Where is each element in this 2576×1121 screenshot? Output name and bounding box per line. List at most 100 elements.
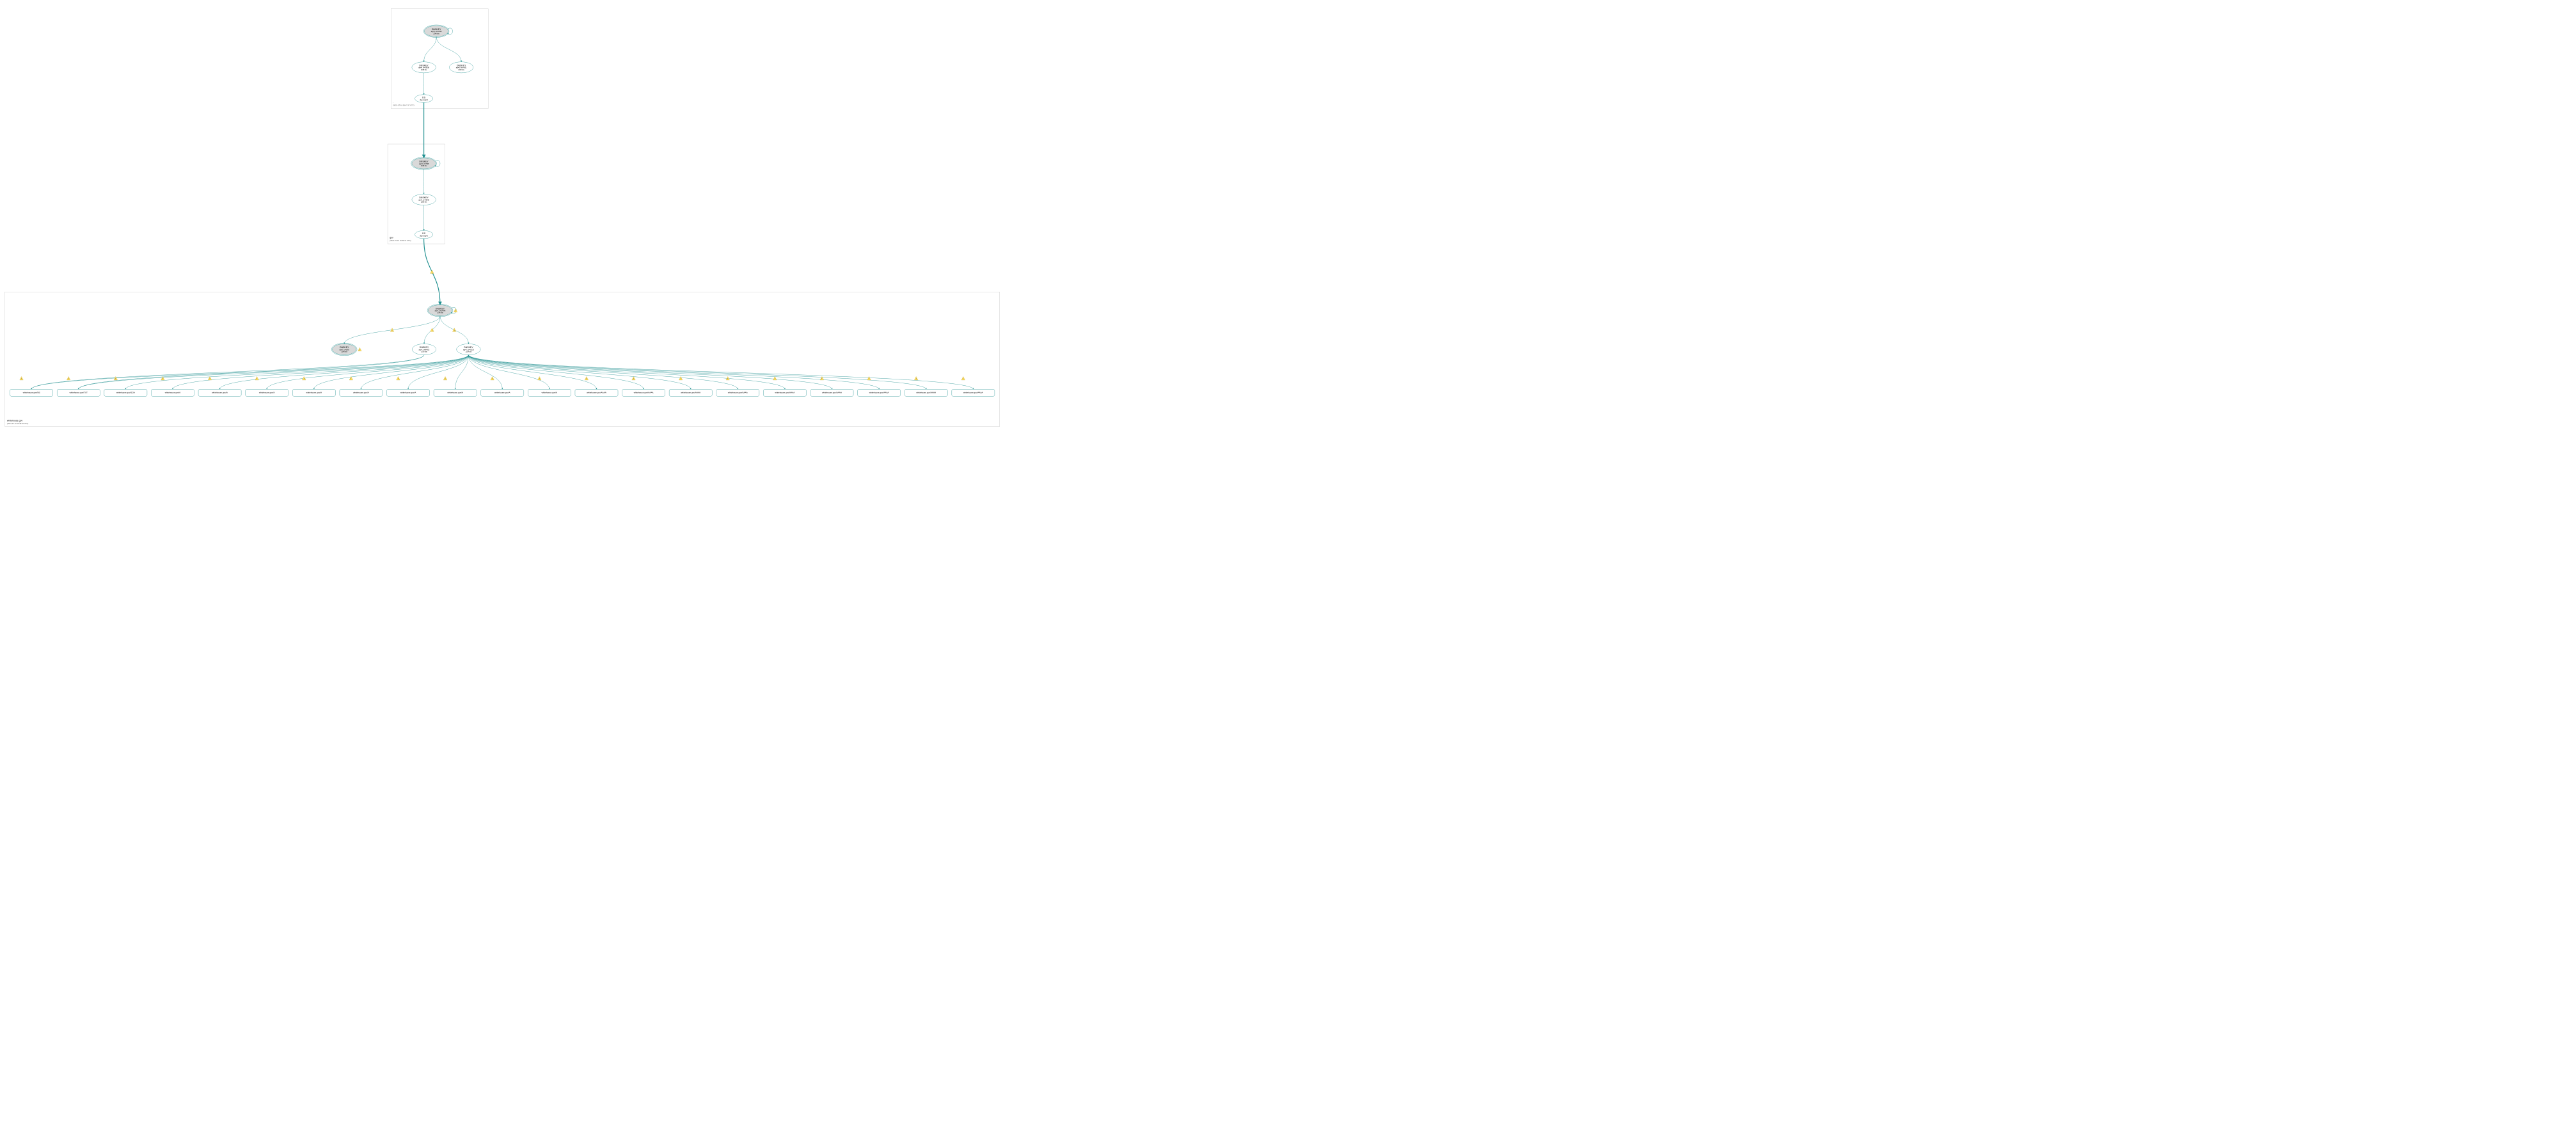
leaf-l16: whitehouse.gov/AAAA [763, 389, 806, 396]
node-sub: alg=8, id=14631 [456, 68, 467, 69]
zone-sublabel-gov: (2021-07-10 10:39:12 UTC) [390, 239, 411, 242]
edge-wh_zsk2-l6 [314, 355, 469, 390]
node-sub: alg=7, id=64602 [419, 349, 430, 351]
zone-box-root [391, 9, 488, 109]
node-wh_ksk2: DNSKEYalg=7, id=30932048 bits [331, 343, 357, 355]
zone-label-gov: gov [390, 236, 393, 239]
node-gov_zsk: DNSKEYalg=8, id=484981280 bits [412, 194, 436, 205]
node-gov_ds: DSdigest alg=2 [415, 230, 433, 238]
leaf-label: whitehouse.gov/A [400, 392, 416, 394]
leaf-label: whitehouse.gov/AAAA [681, 392, 701, 394]
node-title: DNSKEY [457, 64, 466, 67]
edge-root_ksk-root_zsk2 [436, 36, 461, 61]
leaf-label: whitehouse.gov/A [494, 392, 510, 394]
node-title: DNSKEY [419, 161, 429, 163]
leaf-label: whitehouse.gov/TXT [70, 392, 88, 394]
leaf-l6: whitehouse.gov/A [292, 389, 335, 396]
node-sub: alg=7, id=43133 [463, 349, 474, 351]
zone-box-wh [5, 292, 1000, 427]
leaf-l9: whitehouse.gov/A [434, 389, 477, 396]
node-wh_ksk: DNSKEYalg=7, id=248482048 bits [427, 304, 456, 316]
leaf-l5: whitehouse.gov/A [246, 389, 288, 396]
node-sub: alg=7, id=24848 [435, 311, 446, 312]
leaf-l18: whitehouse.gov/AAAA [858, 389, 901, 396]
leaves-layer: whitehouse.gov/NS whitehouse.gov/TXT white… [10, 389, 995, 396]
leaf-label: whitehouse.gov/AAAA [916, 392, 936, 394]
leaf-label: whitehouse.gov/A [165, 392, 181, 394]
leaf-l13: whitehouse.gov/AAAA [622, 389, 665, 396]
leaf-l12: whitehouse.gov/AAAA [575, 389, 618, 396]
leaf-label: whitehouse.gov/SOA [116, 392, 136, 394]
leaf-label: whitehouse.gov/A [306, 392, 322, 394]
edge-wh_zsk2-l2 [125, 355, 468, 390]
node-title: DNSKEY [419, 196, 429, 199]
edge-wh_zsk2-l18 [468, 355, 879, 390]
node-sub: alg=8, id=48498 [418, 200, 429, 201]
node-sub: alg=7, id=3093 [339, 349, 349, 351]
leaf-l17: whitehouse.gov/AAAA [810, 389, 853, 396]
node-title: DNSKEY [436, 307, 445, 310]
node-title: DS [422, 232, 426, 235]
edge-wh_zsk2-l10 [468, 355, 502, 390]
edge-wh_zsk2-l20 [468, 355, 973, 390]
node-root_zsk2: DNSKEYalg=8, id=146312048 bits [449, 62, 473, 73]
leaf-l8: whitehouse.gov/A [386, 389, 429, 396]
node-root_ds: DSdigest alg=2 [415, 95, 433, 102]
leaf-label: whitehouse.gov/AAAA [869, 392, 890, 394]
edge-wh_zsk2-l11 [468, 355, 549, 390]
zone-box-gov [388, 144, 445, 244]
leaf-l10: whitehouse.gov/A [481, 389, 524, 396]
edge-wh_zsk2-l7 [361, 355, 468, 390]
leaf-l1: whitehouse.gov/TXT [57, 389, 100, 396]
leaf-l20: whitehouse.gov/AAAA [952, 389, 995, 396]
edge-wh_zsk2-l17 [468, 355, 832, 390]
edge-wh_zsk2-l3 [173, 355, 468, 390]
edge-wh_zsk2-l16 [468, 355, 785, 390]
node-root_ksk: DNSKEYalg=8, id=203262048 bits [423, 25, 452, 37]
edges-layer [31, 36, 973, 389]
node-root_zsk1: DNSKEYalg=8, id=268382048 bits [412, 62, 436, 73]
edge-root_ksk-root_zsk1 [424, 36, 436, 61]
leaf-label: whitehouse.gov/A [212, 392, 228, 394]
leaf-label: whitehouse.gov/A [447, 392, 463, 394]
leaf-label: whitehouse.gov/NS [23, 392, 40, 394]
node-title: DS [422, 96, 426, 99]
leaf-label: whitehouse.gov/AAAA [822, 392, 842, 394]
leaf-label: whitehouse.gov/A [259, 392, 275, 394]
node-sub: alg=8, id=26838 [418, 68, 429, 69]
node-wh_zsk2: DNSKEYalg=7, id=431331024 bits [457, 344, 480, 354]
leaf-label: whitehouse.gov/AAAA [775, 392, 796, 394]
leaf-label: whitehouse.gov/AAAA [728, 392, 748, 394]
node-title: DNSKEY [432, 28, 441, 31]
node-sub: alg=8, id=20326 [431, 31, 442, 33]
leaf-l11: whitehouse.gov/A [528, 389, 571, 396]
leaf-l4: whitehouse.gov/A [198, 389, 241, 396]
edge-wh_zsk2-l12 [468, 355, 596, 390]
edge-wh_zsk1-l1 [79, 355, 424, 390]
node-gov_ksk: DNSKEYalg=8, id=76982048 bits [411, 157, 440, 170]
leaf-label: whitehouse.gov/A [542, 392, 558, 394]
dnssec-diagram: .(2021-07-10 08:47:37 UTC)gov(2021-07-10… [0, 0, 1005, 437]
edge-wh_zsk2-l19 [468, 355, 926, 390]
leaf-l7: whitehouse.gov/A [340, 389, 383, 396]
leaf-l15: whitehouse.gov/AAAA [716, 389, 759, 396]
node-title: DNSKEY [340, 346, 349, 349]
node-title: DNSKEY [420, 346, 429, 349]
zone-sublabel-wh: (2021-07-10 10:39:22 UTC) [7, 422, 28, 425]
edge-wh_zsk2-l14 [468, 355, 690, 390]
leaf-l0: whitehouse.gov/NS [10, 389, 53, 396]
edge-wh_zsk2-l4 [220, 355, 469, 390]
leaf-label: whitehouse.gov/A [353, 392, 369, 394]
leaf-l3: whitehouse.gov/A [151, 389, 194, 396]
zone-label-wh: whitehouse.gov [7, 419, 23, 422]
leaf-l14: whitehouse.gov/AAAA [669, 389, 712, 396]
nodes-layer: DNSKEYalg=8, id=203262048 bitsDNSKEYalg=… [331, 25, 480, 356]
leaf-l19: whitehouse.gov/AAAA [905, 389, 947, 396]
leaf-label: whitehouse.gov/AAAA [634, 392, 654, 394]
node-sub: alg=8, id=7698 [419, 164, 429, 165]
zone-sublabel-root: (2021-07-10 08:47:37 UTC) [393, 104, 414, 107]
node-title: DNSKEY [464, 346, 473, 349]
leaf-l2: whitehouse.gov/SOA [104, 389, 147, 396]
edge-wh_zsk2-l13 [468, 355, 644, 390]
leaf-label: whitehouse.gov/AAAA [963, 392, 984, 394]
